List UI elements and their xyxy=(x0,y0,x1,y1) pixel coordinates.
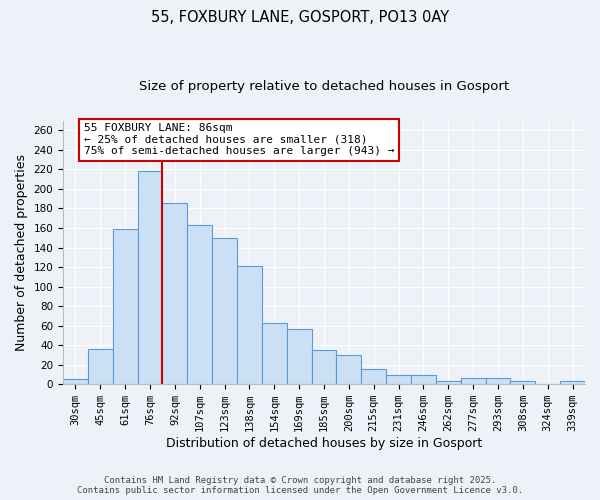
Y-axis label: Number of detached properties: Number of detached properties xyxy=(15,154,28,351)
Bar xyxy=(63,380,88,384)
Bar xyxy=(485,378,511,384)
Bar xyxy=(262,322,287,384)
Bar xyxy=(311,350,337,384)
Text: 55, FOXBURY LANE, GOSPORT, PO13 0AY: 55, FOXBURY LANE, GOSPORT, PO13 0AY xyxy=(151,10,449,25)
Bar xyxy=(560,382,585,384)
Bar xyxy=(337,355,361,384)
Bar xyxy=(237,266,262,384)
Bar xyxy=(137,172,163,384)
Bar xyxy=(163,202,187,384)
Bar xyxy=(361,368,386,384)
Bar xyxy=(113,229,137,384)
Bar xyxy=(411,376,436,384)
Bar xyxy=(386,376,411,384)
Bar xyxy=(511,382,535,384)
Bar xyxy=(436,382,461,384)
Title: Size of property relative to detached houses in Gosport: Size of property relative to detached ho… xyxy=(139,80,509,93)
Bar xyxy=(461,378,485,384)
Bar xyxy=(212,238,237,384)
Text: 55 FOXBURY LANE: 86sqm
← 25% of detached houses are smaller (318)
75% of semi-de: 55 FOXBURY LANE: 86sqm ← 25% of detached… xyxy=(84,123,394,156)
Text: Contains HM Land Registry data © Crown copyright and database right 2025.
Contai: Contains HM Land Registry data © Crown c… xyxy=(77,476,523,495)
Bar xyxy=(287,328,311,384)
Bar xyxy=(88,349,113,384)
X-axis label: Distribution of detached houses by size in Gosport: Distribution of detached houses by size … xyxy=(166,437,482,450)
Bar xyxy=(187,225,212,384)
